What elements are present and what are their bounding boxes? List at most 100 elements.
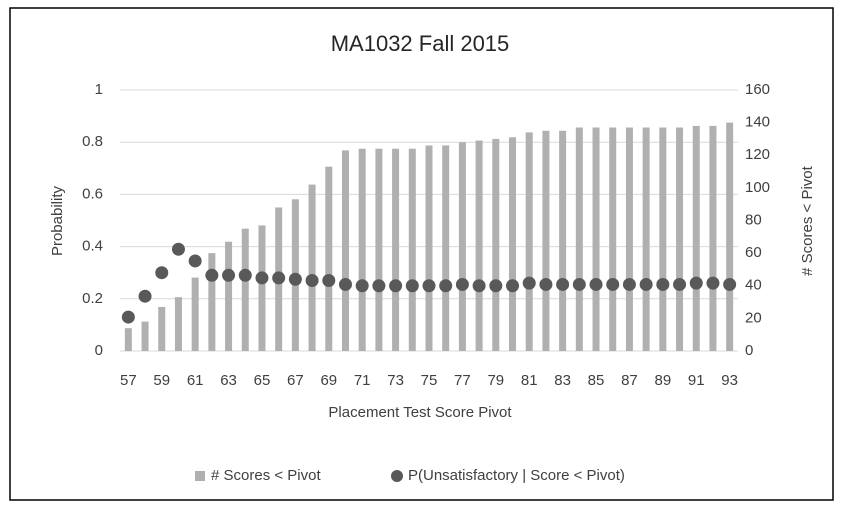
y2-tick-label: 100	[745, 179, 770, 196]
x-tick-label: 65	[254, 372, 271, 389]
dot	[506, 279, 520, 293]
bar	[676, 127, 684, 351]
bar	[191, 277, 199, 351]
x-tick-label: 85	[588, 372, 605, 389]
dot	[622, 277, 636, 291]
bar	[592, 127, 600, 351]
bar	[575, 127, 583, 351]
x-tick-label: 75	[421, 372, 438, 389]
dot	[171, 242, 185, 256]
y-tick-label: 0.6	[82, 185, 103, 202]
legend-swatch	[195, 471, 205, 481]
legend-label: P(Unsatisfactory | Score < Pivot)	[408, 467, 625, 484]
bar	[408, 148, 416, 351]
bar	[475, 140, 483, 351]
dot	[238, 268, 252, 282]
dot	[155, 266, 169, 280]
bar	[458, 142, 466, 351]
y2-axis-title: # Scores < Pivot	[799, 165, 816, 275]
x-tick-label: 93	[721, 372, 738, 389]
dot	[455, 277, 469, 291]
dot	[188, 254, 202, 268]
dot	[405, 279, 419, 293]
bar	[258, 225, 266, 351]
dot	[205, 268, 219, 282]
x-tick-label: 57	[120, 372, 137, 389]
dot	[723, 277, 737, 291]
legend-swatch	[391, 470, 403, 482]
dot	[472, 279, 486, 293]
dot	[322, 274, 336, 288]
dot	[338, 277, 352, 291]
bar	[692, 125, 700, 351]
bar	[709, 125, 717, 351]
x-tick-label: 91	[688, 372, 705, 389]
bar	[542, 130, 550, 351]
x-tick-label: 79	[487, 372, 504, 389]
y-tick-label: 0.2	[82, 290, 103, 307]
dot	[305, 274, 319, 288]
dot	[539, 277, 553, 291]
bar	[609, 127, 617, 351]
y-tick-label: 1	[95, 81, 103, 98]
dot	[656, 277, 670, 291]
dot	[422, 279, 436, 293]
x-tick-label: 87	[621, 372, 638, 389]
x-tick-label: 81	[521, 372, 538, 389]
bar	[726, 122, 734, 351]
dot	[389, 279, 403, 293]
bar	[341, 150, 349, 351]
dot	[121, 310, 135, 324]
bar	[358, 148, 366, 351]
y2-tick-label: 20	[745, 309, 762, 326]
chart-title: MA1032 Fall 2015	[331, 31, 510, 56]
bar	[208, 253, 216, 351]
bar	[308, 184, 316, 351]
x-tick-label: 71	[354, 372, 371, 389]
dot	[556, 277, 570, 291]
dot	[355, 279, 369, 293]
dot	[372, 279, 386, 293]
y2-tick-label: 140	[745, 114, 770, 131]
x-axis-title: Placement Test Score Pivot	[328, 404, 512, 421]
bar	[559, 130, 567, 351]
dot	[706, 276, 720, 290]
dot	[439, 279, 453, 293]
x-tick-label: 89	[654, 372, 671, 389]
y-tick-label: 0.4	[82, 238, 103, 255]
y2-tick-label: 0	[745, 342, 753, 359]
dot	[489, 279, 503, 293]
dot	[589, 277, 603, 291]
x-tick-label: 83	[554, 372, 571, 389]
dot	[689, 276, 703, 290]
dot	[255, 271, 269, 285]
y2-tick-label: 120	[745, 146, 770, 163]
bar	[425, 145, 433, 351]
y-tick-label: 0.8	[82, 133, 103, 150]
x-tick-label: 77	[454, 372, 471, 389]
bar	[141, 321, 149, 351]
x-tick-label: 69	[320, 372, 337, 389]
bar	[642, 127, 650, 351]
x-tick-label: 67	[287, 372, 304, 389]
bar	[325, 166, 333, 351]
bar	[225, 241, 233, 351]
bar	[525, 132, 533, 351]
dot	[222, 268, 236, 282]
y2-tick-label: 60	[745, 244, 762, 261]
dot	[572, 277, 586, 291]
bar	[625, 127, 633, 351]
bar	[442, 145, 450, 351]
x-tick-label: 63	[220, 372, 237, 389]
x-tick-label: 61	[187, 372, 204, 389]
y2-tick-label: 160	[745, 81, 770, 98]
y-axis-title: Probability	[49, 185, 66, 256]
bar	[124, 328, 132, 351]
bar	[492, 138, 500, 351]
y2-tick-label: 80	[745, 211, 762, 228]
dot	[272, 271, 286, 285]
bar	[659, 127, 667, 351]
dot	[288, 272, 302, 286]
